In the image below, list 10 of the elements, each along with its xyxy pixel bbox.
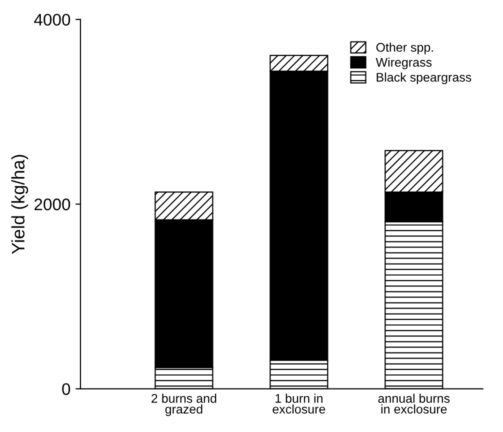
legend-label: Wiregrass xyxy=(376,58,432,70)
y-axis-title: Yield (kg/ha) xyxy=(11,154,28,254)
legend-label: Other spp. xyxy=(376,42,433,54)
y-tick-label: 0 xyxy=(62,383,70,396)
x-tick-label: 1 burn in exclosure xyxy=(272,394,326,414)
y-tick-label: 4000 xyxy=(34,14,70,26)
x-tick-label: 2 burns and grazed xyxy=(152,394,216,416)
x-tick-label: annual burns in exclosure xyxy=(378,394,450,414)
legend-label: Black speargrass xyxy=(376,72,472,84)
y-tick-label: 2000 xyxy=(34,198,70,210)
